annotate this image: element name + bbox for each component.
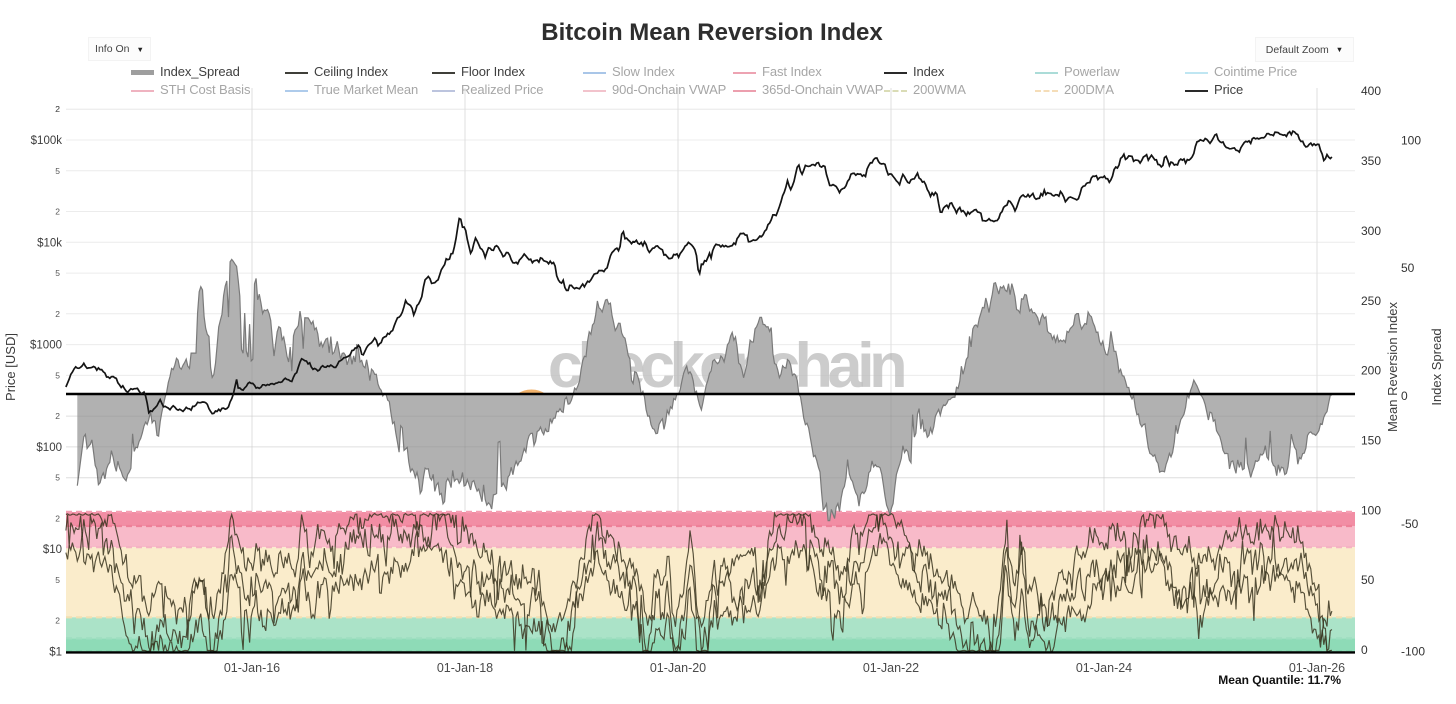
svg-text:01-Jan-24: 01-Jan-24 bbox=[1076, 661, 1132, 675]
svg-text:01-Jan-16: 01-Jan-16 bbox=[224, 661, 280, 675]
svg-text:350: 350 bbox=[1361, 154, 1381, 168]
svg-text:Mean Quantile: 11.7%: Mean Quantile: 11.7% bbox=[1218, 673, 1341, 687]
svg-text:50: 50 bbox=[1361, 573, 1375, 587]
svg-text:5: 5 bbox=[55, 575, 60, 585]
svg-text:01-Jan-20: 01-Jan-20 bbox=[650, 661, 706, 675]
svg-text:-50: -50 bbox=[1401, 517, 1419, 531]
svg-text:Mean Reversion Index: Mean Reversion Index bbox=[1385, 301, 1400, 432]
svg-text:2: 2 bbox=[55, 207, 60, 217]
svg-text:2: 2 bbox=[55, 309, 60, 319]
svg-text:01-Jan-26: 01-Jan-26 bbox=[1289, 661, 1345, 675]
svg-text:200: 200 bbox=[1361, 364, 1381, 378]
svg-text:2: 2 bbox=[55, 513, 60, 523]
svg-text:250: 250 bbox=[1361, 294, 1381, 308]
svg-text:0: 0 bbox=[1361, 643, 1368, 657]
svg-text:100: 100 bbox=[1361, 503, 1381, 517]
svg-text:01-Jan-18: 01-Jan-18 bbox=[437, 661, 493, 675]
svg-text:$1000: $1000 bbox=[30, 340, 62, 352]
svg-text:400: 400 bbox=[1361, 84, 1381, 98]
svg-text:100: 100 bbox=[1401, 133, 1421, 147]
svg-text:-100: -100 bbox=[1401, 645, 1425, 659]
svg-text:2: 2 bbox=[55, 104, 60, 114]
svg-text:300: 300 bbox=[1361, 224, 1381, 238]
svg-text:2: 2 bbox=[55, 411, 60, 421]
svg-text:5: 5 bbox=[55, 268, 60, 278]
svg-text:$10k: $10k bbox=[37, 237, 62, 249]
svg-text:2: 2 bbox=[55, 616, 60, 626]
svg-text:5: 5 bbox=[55, 370, 60, 380]
svg-text:5: 5 bbox=[55, 166, 60, 176]
svg-text:2: 2 bbox=[55, 104, 60, 114]
svg-text:5: 5 bbox=[55, 473, 60, 483]
svg-text:01-Jan-22: 01-Jan-22 bbox=[863, 661, 919, 675]
svg-text:$100k: $100k bbox=[31, 135, 63, 147]
svg-text:Price [USD]: Price [USD] bbox=[3, 333, 18, 401]
svg-text:$10: $10 bbox=[43, 544, 62, 556]
svg-text:50: 50 bbox=[1401, 261, 1415, 275]
svg-text:$1: $1 bbox=[49, 647, 62, 659]
svg-text:0: 0 bbox=[1401, 389, 1408, 403]
svg-text:Index Spread: Index Spread bbox=[1429, 328, 1444, 405]
svg-text:$100: $100 bbox=[36, 442, 62, 454]
svg-text:150: 150 bbox=[1361, 433, 1381, 447]
